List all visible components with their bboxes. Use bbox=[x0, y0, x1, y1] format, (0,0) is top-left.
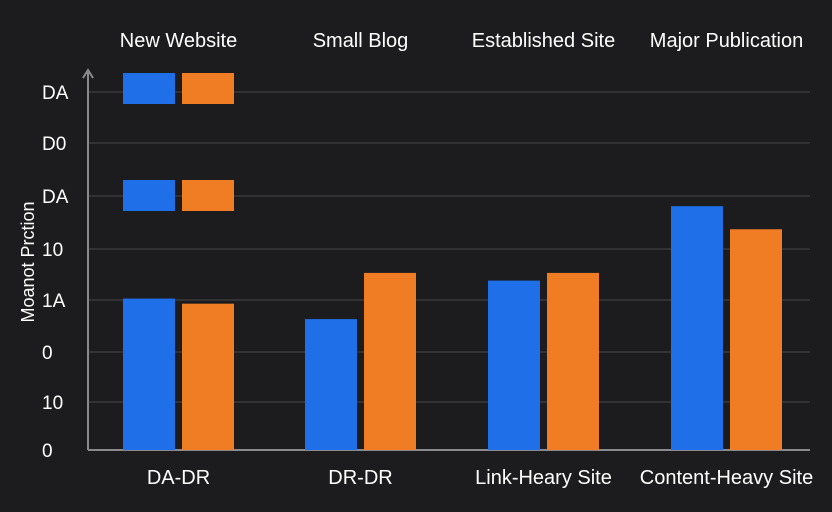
bottom-category-labels: DA-DR DR-DR Link-Heary Site Content-Heavy S… bbox=[147, 467, 813, 489]
bar bbox=[305, 319, 357, 450]
legend bbox=[123, 73, 234, 211]
y-tick-label: DA bbox=[42, 83, 69, 104]
y-tick-labels: DA D0 DA 10 1A 0 10 0 bbox=[42, 83, 69, 462]
y-axis-arrow bbox=[82, 68, 94, 79]
top-category-label: New Website bbox=[120, 30, 237, 52]
top-category-label: Major Publication bbox=[650, 30, 803, 52]
x-tick-label: Content-Heavy Site bbox=[640, 467, 813, 489]
top-category-labels: New Website Small Blog Established Site Maj… bbox=[120, 30, 803, 52]
legend-swatch bbox=[123, 73, 175, 104]
bar bbox=[730, 229, 782, 450]
x-tick-label: DR-DR bbox=[328, 467, 392, 489]
bar bbox=[671, 206, 723, 450]
bar bbox=[123, 298, 175, 450]
x-tick-label: Link-Heary Site bbox=[475, 467, 612, 489]
legend-swatch bbox=[182, 73, 234, 104]
top-category-label: Small Blog bbox=[313, 30, 409, 52]
y-tick-label: 0 bbox=[42, 441, 53, 462]
top-category-label: Established Site bbox=[472, 30, 615, 52]
legend-swatch bbox=[182, 180, 234, 211]
y-tick-label: 10 bbox=[42, 393, 63, 414]
bar bbox=[488, 280, 540, 450]
x-tick-label: DA-DR bbox=[147, 467, 210, 489]
y-axis-label: Moanot Prction bbox=[18, 201, 38, 322]
legend-swatch bbox=[123, 180, 175, 211]
y-tick-label: DA bbox=[42, 187, 69, 208]
bar bbox=[547, 272, 599, 450]
bars bbox=[123, 206, 782, 450]
bar bbox=[182, 303, 234, 450]
y-tick-label: 10 bbox=[42, 240, 63, 261]
y-tick-label: 0 bbox=[42, 343, 53, 364]
bar bbox=[364, 272, 416, 450]
y-tick-label: 1A bbox=[42, 291, 66, 312]
y-tick-label: D0 bbox=[42, 134, 66, 155]
